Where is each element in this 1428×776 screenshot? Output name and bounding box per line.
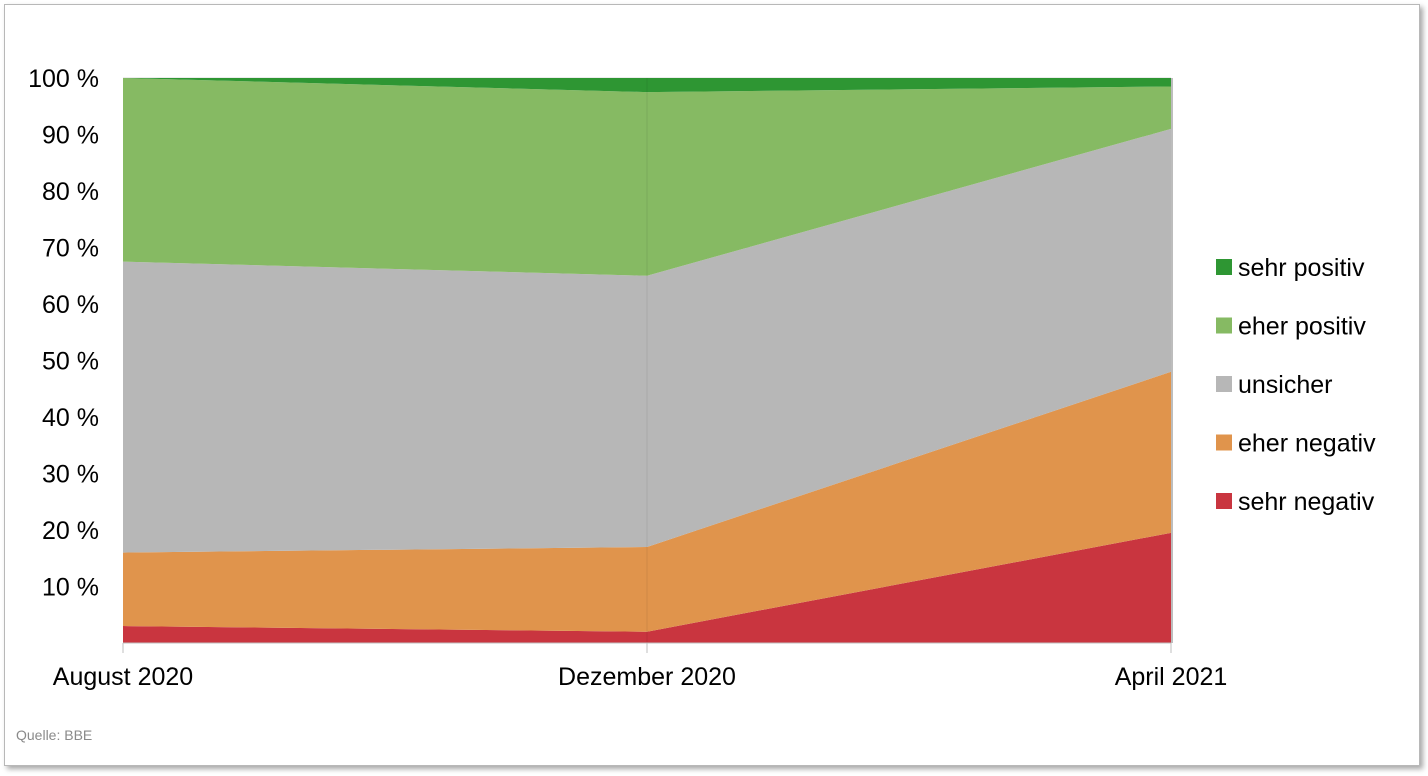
legend-label: eher negativ [1238,430,1376,458]
area-sehr-positiv [123,78,1171,93]
area-eher-positiv [123,78,1171,276]
y-tick-label: 30 % [42,461,99,489]
legend-label: unsicher [1238,371,1333,399]
legend-swatch-sehr-positiv [1216,259,1232,275]
legend-swatch-unsicher [1216,376,1232,392]
area-eher-negativ [123,371,1171,632]
x-tick-label: April 2021 [1115,663,1228,691]
y-tick-label: 40 % [42,404,99,432]
legend: sehr positiv eher positiv unsicher eher neg… [1216,254,1376,516]
y-tick-label: 50 % [42,348,99,376]
x-tick-label: Dezember 2020 [558,663,736,691]
y-tick-label: 20 % [42,517,99,545]
y-tick-label: 70 % [42,235,99,263]
area-series [123,78,1173,643]
y-tick-label: 60 % [42,291,99,319]
legend-swatch-eher-positiv [1216,317,1232,334]
x-tick-label: August 2020 [53,663,193,691]
area-sehr-negativ [123,532,1171,643]
source-note: Quelle: BBE [16,727,92,743]
y-tick-label: 90 % [42,122,99,150]
y-tick-label: 100 % [28,65,99,93]
legend-label: eher positiv [1238,313,1366,341]
legend-label: sehr negativ [1238,488,1375,516]
area-unsicher [123,128,1171,553]
legend-swatch-eher-negativ [1216,434,1232,451]
x-axis-tick-labels: August 2020 Dezember 2020 April 2021 [53,663,1227,691]
y-axis-tick-labels: 10 % 20 % 30 % 40 % 50 % 60 % 70 % 80 % 90 % 100 … [28,65,99,602]
legend-label: sehr positiv [1238,254,1365,282]
legend-swatch-sehr-negativ [1216,493,1232,509]
axes [122,642,1172,653]
y-tick-label: 80 % [42,178,99,206]
y-tick-label: 10 % [42,574,99,602]
